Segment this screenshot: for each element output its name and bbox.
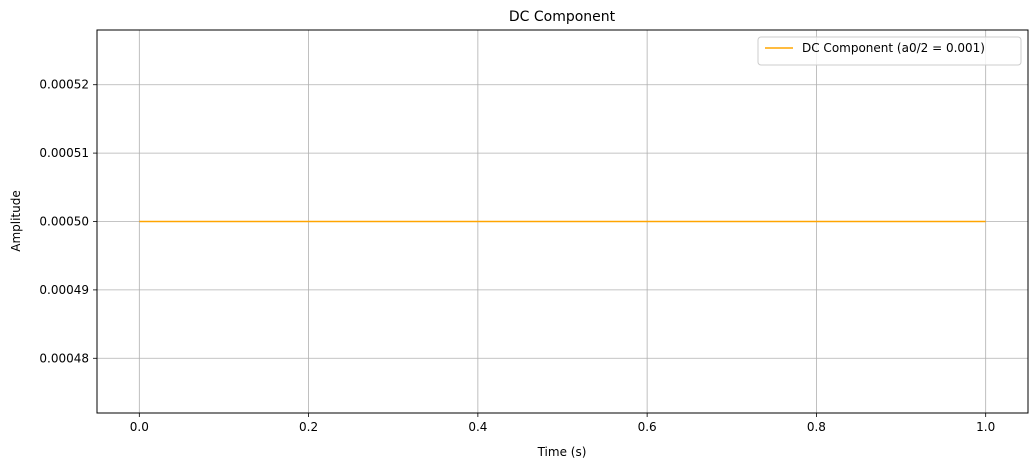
legend-box xyxy=(757,36,1022,66)
legend-label: DC Component (a0/2 = 0.001) xyxy=(802,41,985,55)
y-tick-label: 0.00049 xyxy=(39,283,89,297)
chart-title: DC Component xyxy=(509,9,616,25)
y-axis-label: Amplitude xyxy=(9,190,23,252)
y-tick-label: 0.00051 xyxy=(39,146,89,160)
legend: DC Component (a0/2 = 0.001) xyxy=(757,36,1022,66)
x-tick-label: 0.0 xyxy=(130,420,149,434)
y-axis-ticks: 0.00048 0.00049 0.00050 0.00051 0.00052 xyxy=(39,78,97,365)
y-tick-label: 0.00050 xyxy=(39,215,89,229)
x-tick-label: 0.2 xyxy=(299,420,318,434)
x-tick-label: 1.0 xyxy=(976,420,995,434)
x-tick-label: 0.4 xyxy=(468,420,487,434)
y-tick-label: 0.00052 xyxy=(39,78,89,92)
y-tick-label: 0.00048 xyxy=(39,351,89,365)
x-axis-label: Time (s) xyxy=(537,445,587,459)
x-tick-label: 0.8 xyxy=(807,420,826,434)
x-tick-label: 0.6 xyxy=(638,420,657,434)
x-axis-ticks: 0.0 0.2 0.4 0.6 0.8 1.0 xyxy=(130,413,995,434)
